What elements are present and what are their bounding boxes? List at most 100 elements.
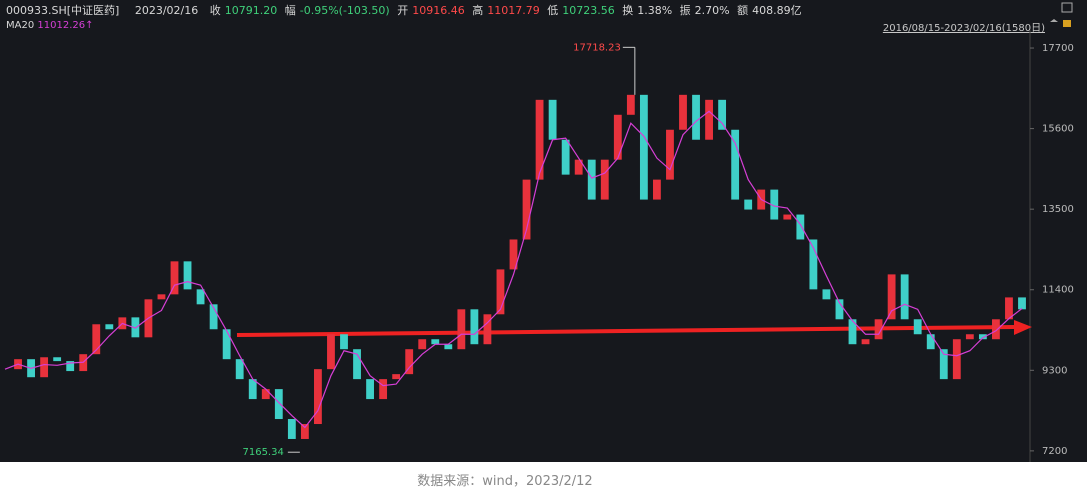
code: 000933.SH[中证医药] — [6, 4, 120, 17]
caption: 数据来源：wind，2023/2/12 — [417, 474, 593, 489]
candle — [522, 179, 531, 240]
label: 振 — [679, 4, 691, 17]
candle — [548, 99, 557, 140]
candle — [405, 349, 414, 375]
value: -0.95%(-103.50) — [299, 4, 390, 17]
candle — [796, 214, 805, 240]
candle — [861, 339, 870, 345]
candle — [379, 379, 388, 400]
candle — [483, 314, 492, 345]
candle — [196, 289, 205, 305]
label: 开 — [397, 4, 409, 17]
y-tick-label: 9300 — [1042, 365, 1067, 376]
candle — [261, 389, 270, 400]
label: 高 — [472, 4, 484, 17]
candle — [40, 357, 49, 378]
min-label: 7165.34 — [242, 447, 283, 458]
candle — [718, 99, 727, 130]
candle — [470, 309, 479, 345]
candle — [809, 239, 818, 290]
label: 换 — [622, 4, 634, 17]
candle — [939, 349, 948, 380]
candle — [1018, 297, 1026, 310]
candle — [327, 334, 335, 370]
candle — [183, 261, 192, 290]
candle — [952, 339, 961, 380]
candle — [692, 94, 700, 140]
candle — [496, 269, 505, 315]
candle — [209, 304, 218, 330]
candle — [613, 114, 622, 160]
candle — [848, 319, 857, 345]
candle — [509, 239, 518, 270]
label: 收 — [209, 4, 221, 17]
expand-icon[interactable] — [1061, 2, 1073, 13]
candle — [235, 359, 244, 380]
value: 1.38% — [637, 4, 673, 17]
y-tick-label: 17700 — [1042, 43, 1074, 54]
candle — [783, 214, 792, 220]
candle — [887, 274, 896, 320]
candle — [653, 179, 661, 200]
candle — [248, 379, 257, 400]
date: 2023/02/16 — [134, 4, 199, 17]
candle — [444, 344, 453, 350]
y-tick-label: 11400 — [1042, 285, 1074, 296]
candle — [1005, 297, 1013, 320]
candle — [587, 159, 596, 200]
candle — [66, 361, 75, 372]
value: 10916.46 — [412, 4, 465, 17]
candle — [431, 339, 440, 345]
candle — [574, 159, 583, 175]
candle — [965, 334, 974, 340]
ma-label: MA20 — [6, 20, 35, 31]
candle — [600, 159, 609, 200]
candle — [287, 419, 296, 439]
y-tick-label: 7200 — [1042, 446, 1067, 457]
value: 10791.20 — [224, 4, 278, 17]
candle — [392, 374, 401, 380]
candle — [639, 94, 648, 200]
y-tick-label: 15600 — [1042, 124, 1074, 135]
value: 11017.79 — [487, 4, 540, 17]
candle — [105, 324, 114, 330]
value: 2.70% — [694, 4, 730, 17]
candle — [157, 294, 166, 300]
candle — [457, 309, 466, 350]
ma-value: 11012.26↑ — [37, 20, 94, 31]
candle — [300, 424, 309, 439]
arrow-head — [1014, 320, 1032, 335]
candle — [731, 129, 740, 200]
candle — [222, 329, 231, 360]
trend-arrow — [236, 325, 1016, 337]
candle — [535, 99, 544, 180]
candle — [92, 324, 101, 355]
candle — [900, 274, 909, 320]
date-range[interactable]: 2016/08/15-2023/02/16(1580日) — [882, 23, 1045, 34]
candle — [992, 319, 1000, 340]
candle — [705, 99, 713, 140]
candle — [679, 94, 687, 130]
candle — [131, 317, 140, 338]
candle — [366, 379, 374, 400]
candle — [314, 369, 322, 425]
candle — [418, 339, 427, 350]
candle — [835, 299, 844, 320]
candle — [744, 199, 753, 210]
candle — [353, 349, 361, 380]
ma-line — [4, 110, 1023, 429]
candle — [926, 334, 935, 350]
candle — [874, 319, 883, 340]
candle — [770, 189, 779, 220]
candle — [666, 129, 674, 180]
label: 额 — [737, 4, 749, 17]
value: 10723.56 — [562, 4, 615, 17]
candle — [170, 261, 179, 295]
candle — [53, 357, 62, 362]
candle — [978, 334, 987, 340]
chart-panel — [0, 0, 1087, 462]
dropdown-icon[interactable] — [1050, 19, 1058, 22]
lock-icon[interactable] — [1063, 20, 1071, 27]
candle — [274, 389, 283, 420]
